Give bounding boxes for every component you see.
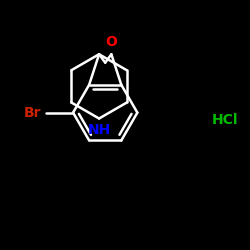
Text: O: O <box>106 35 117 49</box>
Text: NH: NH <box>88 124 111 138</box>
Text: Br: Br <box>23 106 41 120</box>
Text: HCl: HCl <box>212 113 238 127</box>
